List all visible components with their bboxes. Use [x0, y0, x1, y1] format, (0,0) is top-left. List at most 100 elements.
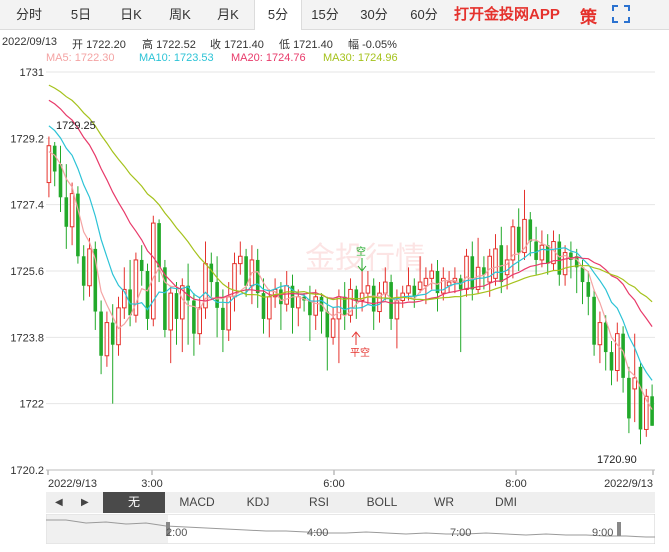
- candle-body: [423, 277, 429, 287]
- info-high: 高 1722.52: [142, 36, 196, 52]
- prev-arrow-icon[interactable]: ◀: [55, 497, 63, 508]
- candle-body: [313, 296, 318, 316]
- candle-body: [580, 267, 585, 283]
- open-app-link[interactable]: 打开金投网APP: [454, 6, 560, 23]
- x-axis-ticks: 2022/9/13 3:00 6:00 8:00 2022/9/13: [46, 469, 655, 490]
- candle-body: [46, 145, 52, 184]
- candle-body: [284, 285, 289, 305]
- candle-body: [499, 245, 504, 283]
- open-short-signal: 空: [356, 245, 367, 272]
- candle-body: [504, 259, 510, 276]
- candle-body: [371, 285, 376, 312]
- candle-body: [255, 259, 260, 294]
- indicator-dmi[interactable]: DMI: [495, 495, 517, 509]
- candle-body: [163, 267, 167, 330]
- candle-body: [412, 285, 417, 297]
- candle-body: [215, 282, 219, 308]
- y-tick-label: 1725.6: [10, 266, 44, 278]
- indicator-boll[interactable]: BOLL: [366, 495, 398, 509]
- info-low: 低 1721.40: [279, 36, 333, 52]
- change-label: 幅: [348, 39, 359, 51]
- candle-body: [110, 322, 115, 345]
- candle-body: [244, 256, 248, 286]
- high-label: 高: [142, 39, 153, 51]
- candle-body: [308, 300, 312, 316]
- candle-body: [180, 285, 185, 320]
- candle-body: [394, 299, 400, 320]
- candle-body: [592, 296, 596, 345]
- open-value: 1722.20: [86, 39, 126, 51]
- close-label: 收: [210, 39, 221, 51]
- candle-body: [470, 256, 475, 290]
- y-tick-label: 1729.2: [10, 133, 44, 145]
- indicator-macd[interactable]: MACD: [179, 495, 215, 509]
- close-short-text: 平空: [350, 346, 370, 359]
- ma5-line: [48, 151, 653, 410]
- candle-body: [464, 255, 469, 290]
- candle-body: [93, 248, 98, 312]
- y-tick-label: 1731: [20, 67, 44, 79]
- candle-body: [348, 288, 353, 316]
- candle-body: [197, 307, 202, 335]
- candle-body: [586, 282, 591, 297]
- candle-body: [99, 311, 103, 356]
- strategy-button[interactable]: 策: [580, 8, 597, 27]
- candle-body: [128, 289, 132, 316]
- indicator-wr[interactable]: WR: [434, 495, 454, 509]
- ma30-legend: MA30: 1724.96: [323, 52, 398, 64]
- candle-body: [406, 285, 411, 294]
- range-navigator[interactable]: [46, 514, 655, 544]
- candle-body: [615, 333, 620, 372]
- candle-body: [104, 322, 110, 357]
- navigator-right-handle: [617, 522, 621, 536]
- ma10-legend: MA10: 1723.53: [139, 52, 214, 64]
- ma-lines: [48, 84, 653, 410]
- candle-body: [157, 223, 161, 268]
- tab-30min[interactable]: 30分: [360, 7, 388, 22]
- y-tick-label: 1720.2: [10, 465, 44, 477]
- tab-5min[interactable]: 5分: [254, 0, 302, 30]
- tab-minute[interactable]: 分时: [15, 7, 42, 22]
- candle-body: [64, 197, 69, 227]
- candle-body: [174, 293, 179, 319]
- candle-body: [417, 281, 423, 290]
- next-arrow-icon[interactable]: ▶: [81, 497, 89, 508]
- candle-body: [342, 296, 347, 316]
- fullscreen-icon[interactable]: [612, 5, 630, 23]
- candle-body: [510, 226, 516, 261]
- candle-body: [389, 282, 393, 319]
- candle-body: [528, 219, 533, 242]
- candle-body: [192, 300, 196, 334]
- candlestick-chart[interactable]: 金投行情 1731 1729.2 1727.4 1725.6 1723.8 1722 172…: [0, 60, 669, 490]
- candle-body: [354, 289, 359, 301]
- y-tick-label: 1727.4: [10, 200, 44, 212]
- tab-15min[interactable]: 15分: [311, 7, 339, 22]
- candle-body: [186, 285, 190, 301]
- indicator-rsi[interactable]: RSI: [308, 495, 329, 509]
- tab-weekly[interactable]: 周K: [169, 7, 191, 22]
- open-short-text: 空: [356, 245, 366, 258]
- nav-label-4: 9:00: [592, 527, 614, 539]
- ma10-line: [48, 125, 653, 381]
- candle-body: [267, 296, 272, 320]
- indicator-none[interactable]: 无: [103, 492, 165, 513]
- candle-body: [597, 322, 603, 346]
- nav-label-3: 7:00: [450, 527, 472, 539]
- close-short-arrow: [351, 331, 361, 345]
- candle-body: [365, 285, 371, 294]
- tab-daily[interactable]: 日K: [120, 7, 142, 22]
- x-tick-label: 6:00: [323, 478, 344, 490]
- indicator-kdj[interactable]: KDJ: [246, 495, 270, 509]
- candle-body: [534, 241, 538, 260]
- candle-body: [232, 263, 237, 298]
- low-value: 1721.40: [293, 39, 333, 51]
- candle-body: [632, 377, 637, 390]
- tab-5day[interactable]: 5日: [70, 7, 92, 22]
- candle-body: [359, 292, 365, 301]
- open-label: 开: [72, 39, 83, 51]
- tab-monthly[interactable]: 月K: [217, 7, 239, 22]
- candle-body: [482, 267, 486, 275]
- candle-body: [383, 281, 388, 294]
- tab-60min[interactable]: 60分: [410, 7, 438, 22]
- candle-body: [522, 218, 527, 254]
